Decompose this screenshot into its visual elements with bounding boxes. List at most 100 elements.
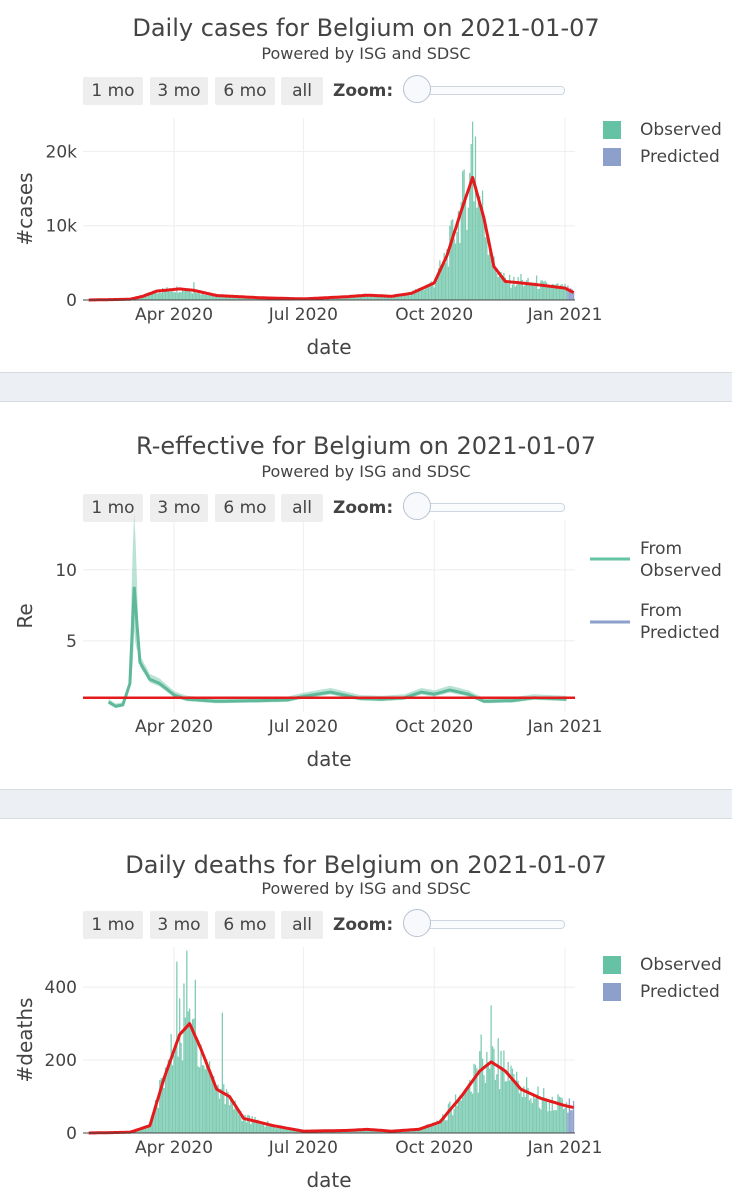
deaths-observed-bar	[480, 1034, 482, 1133]
cases-zoom-knob[interactable]	[403, 75, 431, 103]
cases-observed-bar	[520, 274, 522, 300]
cases-observed-bar	[538, 288, 541, 300]
cases-observed-bar	[173, 291, 175, 300]
deaths-observed-bar	[379, 1131, 381, 1133]
deaths-observed-bar	[183, 983, 185, 1133]
re-btn-6mo[interactable]: 6 mo	[215, 494, 275, 522]
cases-observed-bar	[456, 232, 458, 300]
re-legend-predicted-line[interactable]	[590, 618, 630, 626]
deaths-observed-bar	[287, 1127, 289, 1133]
cases-observed-bar	[214, 293, 216, 300]
cases-observed-bar	[535, 275, 538, 300]
deaths-observed-bar	[558, 1096, 560, 1133]
re-legend-observed-line[interactable]	[590, 555, 630, 563]
cases-observed-bar	[510, 287, 512, 300]
cases-observed-bar	[452, 219, 454, 300]
deaths-observed-bar	[292, 1129, 295, 1133]
deaths-observed-bar	[342, 1131, 344, 1133]
cases-legend-observed[interactable]: Observed	[640, 120, 722, 140]
cases-xtick-3: Jan 2021	[527, 305, 603, 325]
deaths-observed-bar	[491, 1046, 494, 1133]
re-legend-predicted[interactable]: From Predicted	[640, 601, 720, 643]
deaths-zoom-knob[interactable]	[403, 909, 431, 937]
deaths-observed-bar	[359, 1129, 361, 1133]
cases-observed-bar	[366, 295, 369, 300]
cases-subtitle: Powered by ISG and SDSC	[261, 44, 471, 63]
re-zoom-knob[interactable]	[403, 492, 431, 520]
deaths-legend-observed-swatch[interactable]	[603, 956, 621, 974]
cases-btn-3mo[interactable]: 3 mo	[150, 77, 208, 105]
deaths-btn-1mo[interactable]: 1 mo	[83, 911, 143, 939]
deaths-observed-bar	[470, 1091, 472, 1133]
cases-legend-predicted-swatch[interactable]	[603, 148, 621, 166]
deaths-observed-bar	[137, 1129, 140, 1133]
re-btn-3mo[interactable]: 3 mo	[150, 494, 208, 522]
deaths-observed-bar	[490, 1005, 492, 1133]
cases-observed-bar	[430, 281, 433, 300]
deaths-legend-predicted-swatch[interactable]	[603, 983, 621, 1001]
deaths-btn-all[interactable]: all	[281, 911, 323, 939]
re-xtick-0: Apr 2020	[135, 717, 213, 737]
cases-predicted-bar	[571, 289, 573, 300]
deaths-observed-bar	[277, 1127, 279, 1133]
re-btn-1mo[interactable]: 1 mo	[83, 494, 143, 522]
deaths-observed-bar	[157, 1107, 160, 1133]
deaths-observed-bar	[265, 1125, 268, 1133]
deaths-observed-bar	[234, 1100, 236, 1133]
cases-observed-bar	[561, 284, 563, 300]
cases-observed-bar	[247, 298, 249, 300]
deaths-observed-bar	[517, 1080, 519, 1133]
deaths-observed-bar	[423, 1128, 425, 1133]
cases-observed-bar	[207, 295, 209, 300]
deaths-observed-bar	[198, 1067, 201, 1133]
cases-observed-bar	[329, 298, 332, 300]
cases-observed-bar	[211, 295, 214, 300]
cases-btn-all[interactable]: all	[281, 77, 323, 105]
deaths-observed-bar	[486, 1051, 488, 1133]
cases-observed-bar	[562, 289, 565, 300]
cases-observed-bar	[405, 292, 407, 300]
deaths-observed-bar	[285, 1129, 287, 1133]
cases-legend-predicted[interactable]: Predicted	[640, 147, 720, 167]
cases-legend-observed-swatch[interactable]	[603, 121, 621, 139]
deaths-observed-bar	[177, 1056, 179, 1133]
deaths-observed-bar	[288, 1129, 290, 1133]
deaths-observed-bar	[375, 1130, 377, 1133]
cases-observed-bar	[477, 194, 479, 300]
re-xaxis-title: date	[306, 747, 351, 771]
deaths-observed-bar	[193, 1018, 195, 1133]
cases-observed-bar	[416, 290, 418, 300]
cases-observed-bar	[349, 297, 351, 300]
cases-ytick-2: 20k	[46, 142, 78, 162]
cases-btn-6mo[interactable]: 6 mo	[215, 77, 275, 105]
deaths-observed-bar	[466, 1088, 468, 1133]
cases-observed-bar	[537, 289, 539, 300]
deaths-observed-bar	[446, 1120, 448, 1133]
cases-panel: Daily cases for Belgium on 2021-01-07 Po…	[0, 0, 732, 372]
cases-xtick-2: Oct 2020	[395, 305, 473, 325]
cases-observed-bar	[504, 277, 506, 300]
deaths-legend-predicted[interactable]: Predicted	[640, 982, 720, 1002]
cases-observed-bar	[446, 249, 448, 300]
deaths-btn-6mo[interactable]: 6 mo	[215, 911, 275, 939]
cases-observed-bar	[369, 296, 371, 300]
deaths-observed-bar	[507, 1061, 509, 1133]
deaths-observed-bar	[503, 1050, 505, 1133]
cases-btn-1mo[interactable]: 1 mo	[83, 77, 143, 105]
cases-observed-bar	[474, 136, 477, 300]
cases-observed-bar	[196, 293, 198, 300]
deaths-observed-bar	[267, 1120, 269, 1133]
cases-observed-bar	[358, 295, 360, 300]
deaths-observed-bar	[545, 1100, 548, 1133]
re-legend-observed[interactable]: From Observed	[640, 539, 722, 581]
deaths-observed-bar	[278, 1127, 280, 1133]
re-ytick-0: 5	[66, 632, 77, 652]
deaths-btn-3mo[interactable]: 3 mo	[150, 911, 208, 939]
deaths-observed-bar	[496, 1074, 498, 1133]
cases-observed-bar	[547, 287, 549, 300]
cases-observed-bar	[197, 289, 199, 300]
deaths-observed-bar	[516, 1071, 518, 1133]
re-btn-all[interactable]: all	[281, 494, 323, 522]
deaths-legend-observed[interactable]: Observed	[640, 955, 722, 975]
deaths-observed-bar	[262, 1122, 265, 1133]
